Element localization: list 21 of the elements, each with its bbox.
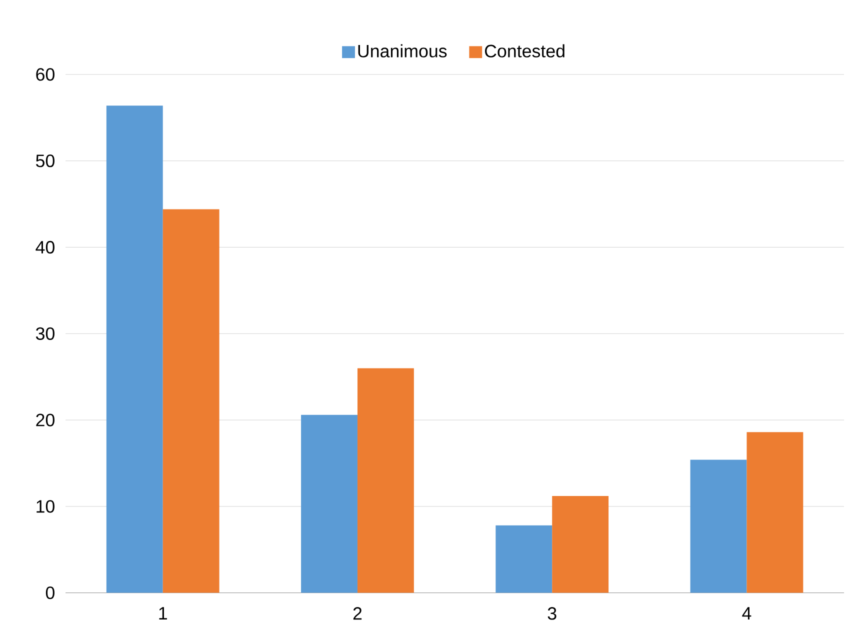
y-tick-label: 50 bbox=[36, 154, 54, 168]
y-tick-label: 20 bbox=[36, 414, 54, 427]
bar bbox=[357, 368, 414, 594]
legend-label: Contested bbox=[484, 44, 564, 58]
y-tick-label: 30 bbox=[36, 328, 54, 340]
bar bbox=[496, 526, 552, 594]
x-tick-label: 1 bbox=[159, 607, 167, 620]
bar bbox=[746, 432, 804, 594]
bar bbox=[162, 209, 220, 594]
bar bbox=[552, 496, 609, 594]
bar bbox=[106, 106, 163, 594]
y-tick-label: 0 bbox=[46, 586, 54, 600]
y-tick-label: 10 bbox=[36, 500, 54, 513]
legend-label: Unanimous bbox=[358, 44, 447, 58]
bar bbox=[690, 460, 747, 594]
bar bbox=[301, 415, 358, 594]
y-tick-label: 40 bbox=[36, 241, 54, 254]
x-tick-label: 3 bbox=[548, 607, 556, 620]
y-tick-label: 60 bbox=[36, 68, 54, 82]
x-tick-label: 4 bbox=[742, 607, 752, 620]
x-tick-label: 2 bbox=[353, 607, 362, 620]
